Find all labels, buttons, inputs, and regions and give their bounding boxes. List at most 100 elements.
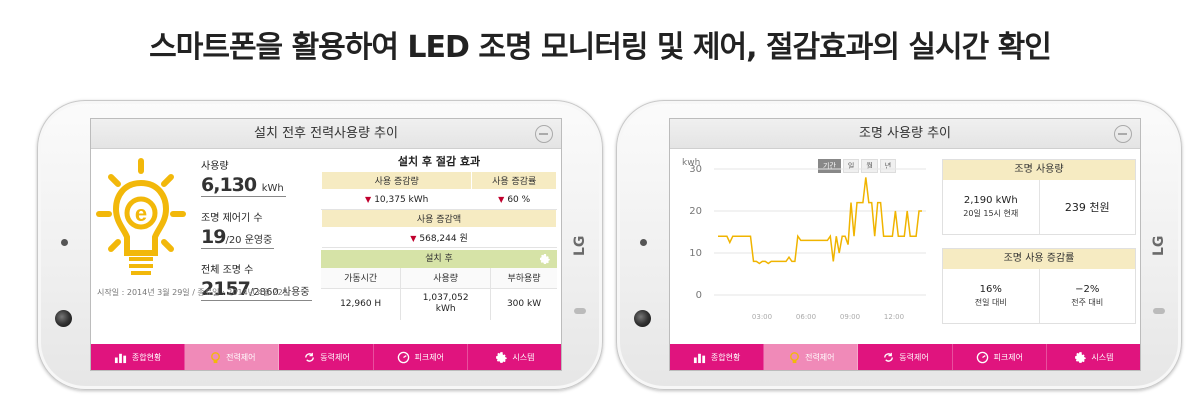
gear-icon	[494, 350, 508, 364]
bar-chart-icon	[693, 350, 707, 364]
nav-item-label: 종합현황	[131, 352, 162, 362]
col-rate: 사용 증감률	[471, 171, 557, 190]
y-tick-label: 0	[696, 290, 702, 301]
y-tick-label: 30	[689, 164, 702, 175]
gear-icon	[1073, 350, 1087, 364]
nav-item-4[interactable]: 시스템	[468, 344, 561, 370]
control-count-value: 19/20 운영중	[201, 226, 275, 249]
camera-lens	[55, 310, 72, 327]
savings-effect-panel: 설치 후 절감 효과 사용 증감량 사용 증감률 ▼ 10,375 kWh ▼ 60…	[320, 153, 557, 320]
reduction-cell: ▼ 10,375 kWh	[321, 189, 472, 210]
bulb-icon	[787, 350, 801, 364]
y-tick-label: 20	[689, 206, 702, 217]
usage-line-chart: kwh 0 10 20 30 03:00 06:00 09:00 12:00	[682, 158, 926, 321]
x-tick-label: 12:00	[884, 313, 904, 321]
savings-table: 사용 증감량 사용 증감률 ▼ 10,375 kWh ▼ 60 % 사용 증감액 ▼…	[320, 171, 557, 248]
nav-item-label: 피크제어	[414, 352, 444, 362]
minimize-button[interactable]	[535, 125, 553, 143]
page-headline: 스마트폰을 활용하여 LED 조명 모니터링 및 제어, 절감효과의 실시간 확…	[149, 30, 1052, 65]
total-lights-label: 전체 조명 수	[201, 265, 254, 276]
bulb-illustration: e	[91, 149, 191, 299]
amount-cell: ▼ 568,244 원	[321, 227, 557, 248]
nav-item-0[interactable]: 종합현황	[91, 344, 186, 370]
nav-item-1[interactable]: 전력제어	[764, 344, 859, 370]
nav-item-label: 종합현황	[710, 352, 741, 362]
x-tick-label: 06:00	[796, 313, 816, 321]
bottom-nav-right: 종합현황 전력제어 동력제어 피크제어 시스템	[670, 344, 1140, 370]
sensor	[574, 308, 586, 314]
cycle-icon	[302, 350, 316, 364]
nav-item-label: 시스템	[1091, 352, 1114, 362]
rate-cell: ▼ 60 %	[471, 189, 557, 210]
nav-item-0[interactable]: 종합현황	[670, 344, 765, 370]
title-bar: 조명 사용량 추이	[670, 119, 1140, 149]
runtime-value: 12,960 H	[321, 288, 402, 320]
settings-gear-icon[interactable]	[539, 253, 551, 265]
nav-item-1[interactable]: 전력제어	[185, 344, 280, 370]
after-install-header: 설치 후	[321, 250, 557, 268]
camera-lens	[634, 310, 651, 327]
col-runtime: 가동시간	[321, 268, 402, 289]
nav-item-4[interactable]: 시스템	[1047, 344, 1140, 370]
stats-column: 사용량 6,130 kWh 조명 제어기 수 19/20 운영중 전체 조명 수…	[201, 157, 321, 313]
col-usage: 사용량	[400, 268, 492, 289]
usage-now-value: 2,190 kWh	[963, 195, 1018, 206]
down-triangle-icon: ▼	[365, 194, 372, 204]
rate-card: 조명 사용 증감률 16% 전일 대비 −2% 전주 대비	[942, 248, 1136, 324]
cycle-icon	[881, 350, 895, 364]
minimize-button[interactable]	[1114, 125, 1132, 143]
date-range: 시작일 : 2014년 3월 29일 / 종료일 : 2014년 4월 22일	[97, 288, 291, 297]
earpiece	[61, 239, 68, 246]
usage-label: 사용량	[201, 161, 229, 172]
effect-title: 설치 후 절감 효과	[397, 155, 481, 168]
weekly-rate-value: −2%	[1075, 284, 1100, 295]
usage-value: 6,130 kWh	[201, 174, 286, 197]
screen-title: 설치 전후 전력사용량 추이	[254, 126, 398, 141]
col-reduction: 사용 증감량	[320, 171, 473, 190]
down-triangle-icon: ▼	[498, 194, 505, 204]
weekly-rate-sub: 전주 대비	[1071, 298, 1104, 307]
bar-chart-icon	[114, 350, 128, 364]
daily-rate-cell: 16% 전일 대비	[943, 269, 1040, 323]
nav-item-label: 전력제어	[226, 352, 256, 362]
brand-logo: LG	[572, 235, 588, 257]
bulb-icon	[208, 350, 222, 364]
x-tick-label: 09:00	[840, 313, 860, 321]
total-lights-value: 2157/2860 사용중	[201, 278, 312, 301]
daily-rate-value: 16%	[979, 284, 1002, 295]
usage-cost-cell: 239 천원	[1040, 180, 1136, 234]
amount-header: 사용 증감액	[321, 209, 557, 228]
usage-card: 조명 사용량 2,190 kWh 20일 15시 현재 239 천원	[942, 159, 1136, 235]
weekly-rate-cell: −2% 전주 대비	[1040, 269, 1136, 323]
usage-now-sub: 20일 15시 현재	[963, 209, 1019, 218]
nav-item-label: 동력제어	[899, 352, 929, 362]
col-load: 부하용량	[490, 268, 557, 289]
phone-left: LG 설치 전후 전력사용량 추이 e	[37, 100, 603, 390]
rate-card-header: 조명 사용 증감률	[943, 249, 1135, 269]
nav-item-label: 피크제어	[993, 352, 1023, 362]
led-bulb-icon: e	[96, 158, 186, 275]
nav-item-label: 동력제어	[320, 352, 350, 362]
x-tick-label: 03:00	[752, 313, 772, 321]
usage-total-value: 1,037,052 kWh	[400, 288, 492, 320]
gauge-icon	[396, 350, 410, 364]
daily-rate-sub: 전일 대비	[974, 298, 1007, 307]
y-unit-label: kwh	[682, 158, 700, 168]
usage-now-cell: 2,190 kWh 20일 15시 현재	[943, 180, 1040, 234]
usage-cost-value: 239 천원	[1064, 201, 1110, 214]
phone-right: LG 조명 사용량 추이 기간 일 월 년 kwh 0 10 20 30 03:00 06:00 0…	[616, 100, 1182, 390]
control-count-label: 조명 제어기 수	[201, 213, 263, 224]
usage-series-line	[718, 177, 922, 265]
bottom-nav-left: 종합현황 전력제어 동력제어 피크제어 시스템	[91, 344, 561, 370]
nav-item-3[interactable]: 피크제어	[374, 344, 468, 370]
nav-item-label: 전력제어	[805, 352, 835, 362]
y-tick-label: 10	[689, 248, 702, 259]
nav-item-3[interactable]: 피크제어	[953, 344, 1047, 370]
nav-item-2[interactable]: 동력제어	[858, 344, 953, 370]
svg-text:e: e	[135, 201, 147, 226]
sensor	[1153, 308, 1165, 314]
title-bar: 설치 전후 전력사용량 추이	[91, 119, 561, 149]
nav-item-2[interactable]: 동력제어	[279, 344, 374, 370]
gauge-icon	[975, 350, 989, 364]
screen-left: 설치 전후 전력사용량 추이 e	[90, 118, 562, 371]
